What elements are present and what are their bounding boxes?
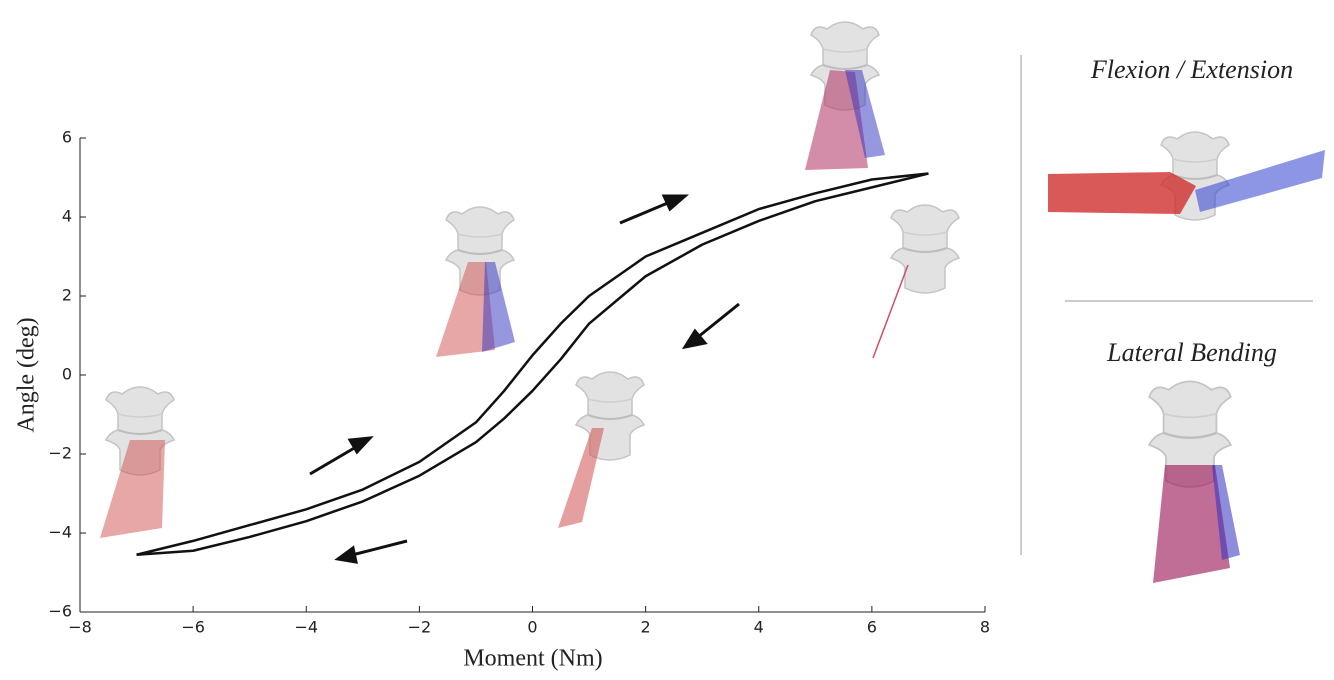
arrow-head bbox=[338, 548, 356, 562]
arrow bbox=[620, 202, 670, 223]
panel-title: Lateral Bending bbox=[1106, 338, 1277, 367]
arrow-head bbox=[664, 196, 685, 209]
vertebra bbox=[891, 205, 959, 293]
x-tick-label: 6 bbox=[867, 618, 877, 637]
x-axis-label: Moment (Nm) bbox=[463, 646, 602, 672]
y-tick-label: −6 bbox=[48, 602, 72, 621]
arrow bbox=[698, 304, 739, 337]
loop-branch bbox=[137, 174, 929, 555]
arrows bbox=[310, 196, 739, 562]
y-tick-label: 4 bbox=[62, 207, 72, 226]
cone bbox=[1048, 172, 1196, 214]
cone bbox=[873, 265, 908, 358]
y-tick-label: 0 bbox=[62, 365, 72, 384]
x-tick-label: 0 bbox=[527, 618, 537, 637]
arrow bbox=[310, 447, 356, 474]
y-tick-label: −2 bbox=[48, 444, 72, 463]
cone bbox=[558, 428, 604, 528]
x-tick-label: 8 bbox=[980, 618, 990, 637]
x-tick-label: 4 bbox=[754, 618, 764, 637]
y-axis-label: Angle (deg) bbox=[14, 317, 40, 432]
arrow bbox=[352, 541, 407, 555]
illustrations bbox=[100, 22, 1325, 583]
x-tick-label: −6 bbox=[181, 618, 205, 637]
y-tick-label: 2 bbox=[62, 286, 72, 305]
y-tick-label: −4 bbox=[48, 523, 72, 542]
cone bbox=[100, 440, 165, 538]
chart: Flexion / Extension Lateral Bending Mome… bbox=[0, 0, 1334, 680]
x-tick-label: 2 bbox=[641, 618, 651, 637]
y-tick-label: 6 bbox=[62, 128, 72, 147]
loop-branch bbox=[137, 174, 929, 555]
panel-title: Flexion / Extension bbox=[1090, 55, 1293, 84]
x-tick-label: −2 bbox=[408, 618, 432, 637]
x-tick-label: −4 bbox=[294, 618, 318, 637]
